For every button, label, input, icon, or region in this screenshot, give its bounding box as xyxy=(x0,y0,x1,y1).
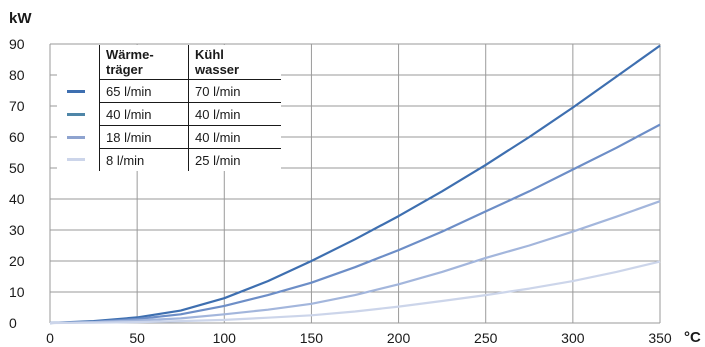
y-tick-label: 10 xyxy=(9,284,25,300)
y-tick-label: 70 xyxy=(9,98,25,114)
y-tick-label: 20 xyxy=(9,253,25,269)
x-tick-label: 200 xyxy=(387,330,411,346)
legend-header-kuehlwasser: Kühl wasser xyxy=(188,45,281,80)
y-tick-label: 30 xyxy=(9,222,25,238)
series-line xyxy=(49,200,661,325)
x-tick-label: 0 xyxy=(46,330,54,346)
legend-flow-traeger: 18 l/min xyxy=(99,125,189,149)
y-tick-label: 60 xyxy=(9,129,25,145)
x-tick-label: 150 xyxy=(300,330,324,346)
y-tick-label: 50 xyxy=(9,160,25,176)
legend-swatch xyxy=(67,135,85,139)
legend-flow-wasser: 25 l/min xyxy=(188,148,281,171)
legend-swatch xyxy=(67,89,85,93)
legend-row: 40 l/min 40 l/min xyxy=(57,102,281,126)
legend-flow-traeger: 8 l/min xyxy=(99,148,189,171)
series-line xyxy=(49,44,661,325)
legend-swatch xyxy=(67,112,85,116)
legend-flow-wasser: 70 l/min xyxy=(188,79,281,103)
x-tick-label: 300 xyxy=(561,330,585,346)
y-tick-label: 40 xyxy=(9,191,25,207)
x-axis-unit: °C xyxy=(684,329,701,346)
x-tick-label: 100 xyxy=(213,330,237,346)
legend-row: 18 l/min 40 l/min xyxy=(57,125,281,149)
series-line xyxy=(49,260,661,325)
series-line xyxy=(49,123,661,325)
series-lines xyxy=(49,44,661,325)
x-tick-label: 350 xyxy=(648,330,672,346)
grid xyxy=(49,43,661,324)
legend-flow-wasser: 40 l/min xyxy=(188,125,281,149)
legend-swatch xyxy=(67,158,85,162)
legend: Wärme- träger Kühl wasser 65 l/min 70 l/… xyxy=(57,45,281,171)
legend-flow-traeger: 65 l/min xyxy=(99,79,189,103)
y-tick-label: 90 xyxy=(9,36,25,52)
x-tick-label: 50 xyxy=(129,330,145,346)
legend-flow-traeger: 40 l/min xyxy=(99,102,189,126)
legend-row: 65 l/min 70 l/min xyxy=(57,79,281,103)
y-tick-label: 0 xyxy=(9,315,17,331)
legend-header-waermetraeger: Wärme- träger xyxy=(99,45,189,80)
y-tick-label: 80 xyxy=(9,67,25,83)
legend-flow-wasser: 40 l/min xyxy=(188,102,281,126)
y-axis-unit: kW xyxy=(9,10,32,27)
tick-labels: 0 10 20 30 40 50 60 70 80 90 0 50 100 150 200 250 300 350 xyxy=(9,36,672,346)
legend-row: 8 l/min 25 l/min xyxy=(57,148,281,171)
x-tick-label: 250 xyxy=(474,330,498,346)
legend-header: Wärme- träger Kühl wasser xyxy=(57,45,281,80)
